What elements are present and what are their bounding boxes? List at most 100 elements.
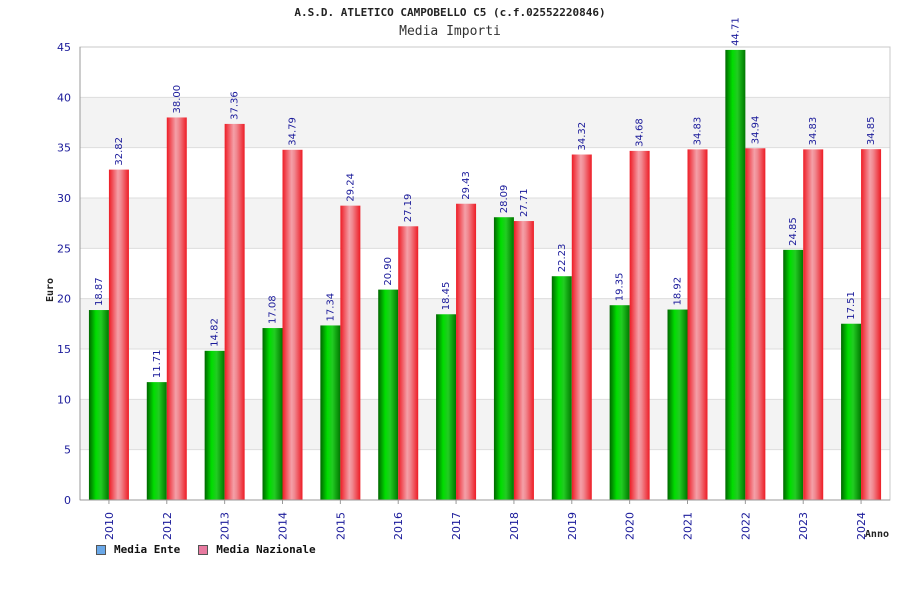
y-tick-label: 5: [64, 444, 71, 457]
axes: 0 5 10 15 20 25 30 35 40 45 2010 2012 2013 2014 2015 20…: [57, 41, 891, 540]
bar-media-nazionale: [108, 169, 129, 500]
bar-media-ente: [436, 314, 457, 500]
bars: [88, 49, 882, 501]
value-label-nazionale: 34.85: [866, 117, 877, 146]
x-tick-label: 2020: [624, 512, 637, 540]
legend-swatch-ente: [96, 544, 106, 555]
x-axis-label: Anno: [865, 529, 889, 540]
bar-media-nazionale: [513, 221, 534, 500]
value-label-nazionale: 38.00: [172, 85, 183, 114]
value-label-nazionale: 34.68: [635, 118, 646, 147]
value-label-ente: 22.23: [557, 244, 568, 273]
bar-media-ente: [725, 49, 746, 500]
chart-title: A.S.D. ATLETICO CAMPOBELLO C5 (c.f.02552…: [294, 6, 606, 19]
x-tick-label: 2015: [334, 512, 347, 540]
value-label-ente: 11.71: [152, 349, 163, 378]
value-label-nazionale: 29.43: [461, 171, 472, 200]
value-label-nazionale: 27.19: [403, 194, 414, 223]
bar-media-nazionale: [282, 149, 303, 500]
value-label-ente: 18.45: [441, 282, 452, 311]
y-tick-label: 20: [57, 293, 71, 306]
value-label-nazionale: 34.79: [288, 117, 299, 146]
y-tick-label: 40: [57, 91, 71, 104]
legend-label-nazionale: Media Nazionale: [216, 543, 316, 556]
grid: [80, 46, 890, 501]
bar-media-ente: [783, 249, 804, 500]
legend-item-ente: Media Ente: [96, 543, 180, 556]
value-label-nazionale: 37.36: [230, 91, 241, 120]
bar-media-ente: [667, 309, 688, 500]
value-label-nazionale: 34.32: [577, 122, 588, 151]
bar-media-ente: [320, 325, 341, 500]
x-tick-label: 2018: [508, 512, 521, 540]
bar-media-nazionale: [398, 226, 419, 500]
y-tick-label: 35: [57, 142, 71, 155]
x-tick-label: 2010: [103, 512, 116, 540]
bar-media-nazionale: [340, 205, 361, 500]
value-label-ente: 24.85: [788, 217, 799, 246]
y-tick-label: 0: [64, 494, 71, 507]
legend-item-nazionale: Media Nazionale: [198, 543, 316, 556]
grid-band: [80, 97, 890, 148]
value-label-ente: 20.90: [383, 257, 394, 286]
x-tick-label: 2012: [161, 512, 174, 540]
value-label-nazionale: 32.82: [114, 137, 125, 166]
value-label-ente: 14.82: [210, 318, 221, 347]
bar-media-ente: [146, 382, 167, 500]
bar-media-ente: [262, 328, 283, 500]
x-tick-label: 2024: [855, 512, 868, 540]
bar-media-ente: [378, 289, 399, 500]
bar-media-nazionale: [861, 149, 882, 500]
bar-media-ente: [841, 323, 862, 500]
value-label-nazionale: 29.24: [345, 173, 356, 202]
y-axis-label: Euro: [45, 278, 56, 302]
bar-media-nazionale: [803, 149, 824, 501]
bar-media-ente: [88, 310, 109, 500]
bar-media-nazionale: [629, 150, 650, 500]
value-label-ente: 44.71: [730, 17, 741, 46]
bar-media-ente: [609, 305, 630, 500]
x-tick-label: 2017: [450, 512, 463, 540]
grid-band: [80, 198, 890, 249]
legend: Media Ente Media Nazionale: [96, 543, 316, 556]
y-tick-label: 15: [57, 343, 71, 356]
grid-band: [80, 298, 890, 349]
chart-subtitle: Media Importi: [399, 24, 501, 39]
bar-media-ente: [204, 350, 225, 500]
x-tick-label: 2022: [739, 512, 752, 540]
bar-media-nazionale: [687, 149, 708, 501]
bar-media-ente: [551, 276, 572, 500]
value-label-nazionale: 34.94: [750, 116, 761, 145]
value-label-nazionale: 34.83: [808, 117, 819, 146]
x-tick-label: 2016: [392, 512, 405, 540]
legend-label-ente: Media Ente: [114, 543, 181, 556]
bar-media-nazionale: [166, 117, 187, 500]
x-tick-label: 2021: [682, 512, 695, 540]
y-tick-label: 45: [57, 41, 71, 54]
value-label-ente: 18.92: [673, 277, 684, 306]
value-label-ente: 17.51: [846, 291, 857, 320]
x-tick-label: 2014: [277, 512, 290, 540]
bar-media-nazionale: [571, 154, 592, 500]
value-labels: 18.87 32.82 11.71 38.00 14.82 37.36 17.08 34.79…: [94, 17, 877, 378]
value-label-nazionale: 27.71: [519, 188, 530, 217]
x-tick-label: 2013: [219, 512, 232, 540]
legend-swatch-nazionale: [198, 544, 209, 555]
value-label-ente: 19.35: [615, 273, 626, 302]
value-label-nazionale: 34.83: [693, 117, 704, 146]
bar-media-ente: [493, 217, 514, 500]
x-tick-label: 2019: [566, 512, 579, 540]
y-tick-label: 10: [57, 393, 71, 406]
y-tick-label: 25: [57, 242, 71, 255]
grid-band: [80, 399, 890, 450]
value-label-ente: 18.87: [94, 277, 105, 306]
y-tick-label: 30: [57, 192, 71, 205]
x-tick-label: 2023: [797, 512, 810, 540]
bar-media-nazionale: [456, 203, 477, 500]
value-label-ente: 17.08: [268, 295, 279, 324]
value-label-ente: 28.09: [499, 185, 510, 214]
bar-media-nazionale: [224, 123, 245, 500]
bar-media-nazionale: [745, 148, 766, 500]
value-label-ente: 17.34: [325, 293, 336, 322]
